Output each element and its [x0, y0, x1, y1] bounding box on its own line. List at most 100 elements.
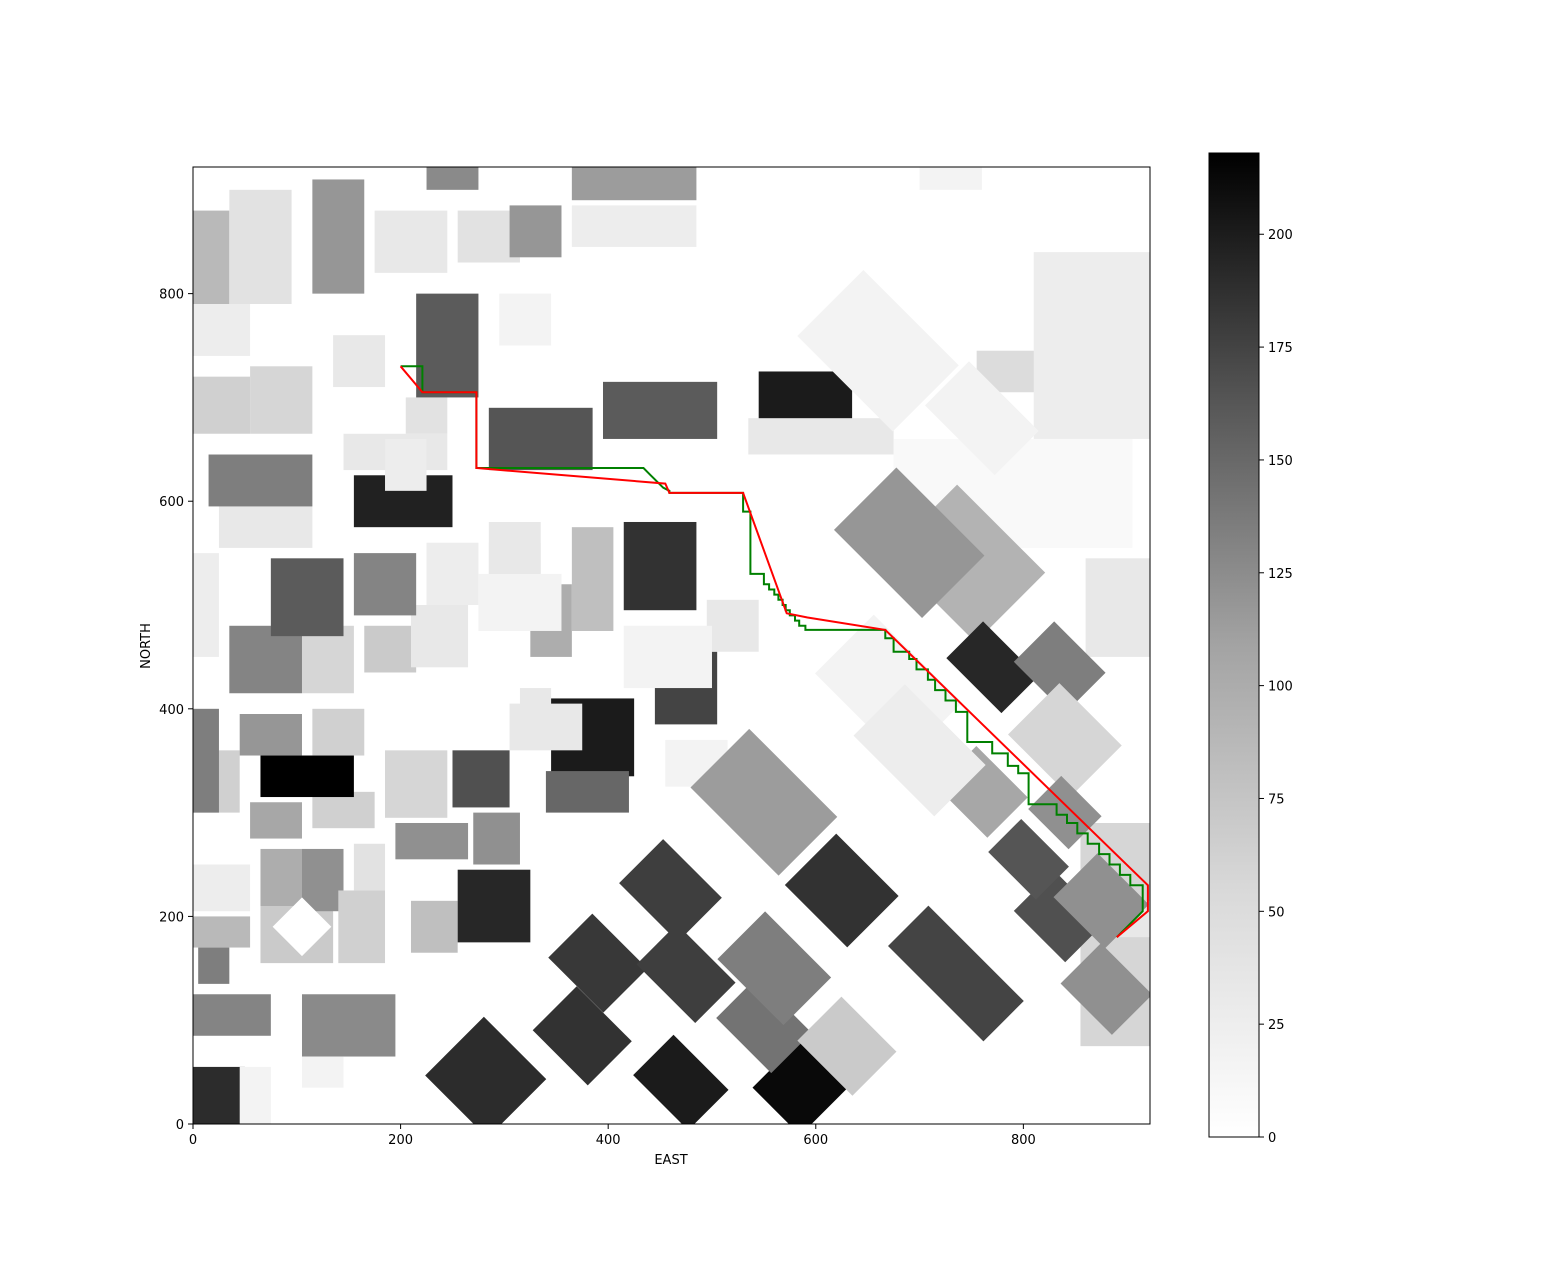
heatmap-cell	[239, 1066, 271, 1124]
heatmap-cell	[198, 947, 230, 984]
heatmap-cell	[452, 750, 510, 808]
colorbar-tick-label: 125	[1268, 567, 1293, 582]
x-tick-label: 600	[803, 1133, 828, 1148]
heatmap-cell	[239, 714, 302, 756]
heatmap-cell	[633, 1034, 729, 1124]
y-tick-label: 0	[176, 1118, 184, 1133]
heatmap-cell	[301, 625, 354, 694]
y-tick-label: 800	[159, 288, 184, 303]
colorbar-tick-label: 150	[1268, 454, 1293, 469]
colorbar-gradient	[1209, 153, 1259, 1137]
heatmap-cell	[748, 418, 894, 455]
heatmap-cell	[636, 923, 736, 1024]
heatmap-cell	[509, 205, 562, 258]
colorbar-tick-label: 75	[1268, 792, 1285, 807]
heatmap-cell	[532, 986, 632, 1086]
y-tick-label: 200	[159, 910, 184, 925]
x-axis: 0 200 400 600 800	[189, 1124, 1036, 1148]
heatmap-cell	[946, 621, 1039, 714]
colorbar-tick-label: 50	[1268, 905, 1285, 920]
colorbar-frame	[1208, 152, 1260, 1138]
heatmap-cell	[193, 1066, 245, 1124]
heatmap-cell	[250, 366, 313, 434]
heatmap-cell	[416, 293, 479, 398]
heatmap-cell	[338, 890, 386, 964]
heatmap-cell	[545, 771, 629, 813]
heatmap-cell	[548, 913, 648, 1013]
x-tick-label: 800	[1011, 1133, 1036, 1148]
y-axis-label: NORTH	[139, 623, 154, 669]
heatmap-cell	[473, 812, 520, 865]
heatmap-cell	[602, 381, 718, 439]
heatmap-cell	[301, 994, 396, 1057]
heatmap-cell	[410, 900, 458, 953]
heatmap-cell	[385, 750, 448, 818]
heatmap-cell	[426, 167, 479, 190]
heatmap-cell	[312, 791, 375, 829]
smoothed-path-line	[399, 365, 1149, 938]
heatmap-cell	[924, 361, 1039, 476]
heatmap-cell	[706, 599, 759, 652]
heatmap-cell	[270, 558, 344, 637]
heatmap-cell	[405, 397, 448, 434]
plot-area	[193, 167, 1150, 1124]
heatmap-cell	[395, 822, 469, 860]
heatmap-cell	[797, 996, 897, 1096]
heatmap-cell	[229, 625, 302, 694]
heatmap-cell	[260, 848, 302, 907]
heatmap-cell	[1028, 775, 1102, 850]
x-axis-label: EAST	[654, 1153, 687, 1168]
heatmap-cell	[478, 573, 562, 631]
heatmap-cell	[1033, 252, 1150, 439]
heatmap-cell	[833, 467, 985, 618]
heatmap-cell	[353, 843, 386, 891]
y-tick-label: 600	[159, 495, 184, 510]
y-tick-label: 400	[159, 703, 184, 718]
heatmap-cell	[1013, 621, 1106, 714]
heatmap-cell	[250, 802, 302, 839]
heatmap-cell	[193, 210, 230, 305]
heatmap-cell	[193, 708, 219, 813]
heatmap-cell	[1085, 558, 1150, 657]
planned-path-line	[400, 365, 1144, 938]
x-tick-label: 200	[388, 1133, 413, 1148]
heatmap-cell	[1060, 943, 1150, 1035]
colorbar: 0 25 50 75 100 125 150 175 200	[1208, 152, 1293, 1146]
heatmap-cell	[571, 167, 697, 201]
plot-frame	[192, 166, 1151, 1125]
heatmap-cell	[426, 542, 479, 606]
buildings-layer	[193, 167, 1150, 1124]
y-axis: 0 200 400 600 800	[159, 288, 193, 1133]
heatmap-cell	[301, 1056, 344, 1088]
heatmap-cell	[193, 304, 251, 356]
colorbar-tick-label: 200	[1268, 228, 1293, 243]
heatmap-cell	[193, 916, 251, 948]
heatmap-cell	[1053, 853, 1149, 949]
heatmap-cell	[690, 728, 838, 876]
heatmap-cell	[425, 1016, 547, 1124]
colorbar-tick-label: 175	[1268, 341, 1293, 356]
heatmap-cell	[353, 553, 417, 616]
heatmap-cell	[488, 521, 541, 574]
heatmap-cell	[193, 994, 271, 1036]
heatmap-cell	[988, 818, 1069, 900]
x-tick-label: 0	[189, 1133, 197, 1148]
heatmap-cell	[509, 703, 583, 751]
heatmap-cell	[716, 977, 812, 1074]
heatmap-cell	[919, 167, 982, 190]
heatmap-cell	[888, 905, 1024, 1042]
colorbar-tick-label: 0	[1268, 1131, 1276, 1146]
heatmap-cell	[374, 210, 448, 273]
heatmap-cell	[784, 833, 899, 948]
heatmap-cell	[193, 864, 251, 912]
heatmap-cell	[333, 335, 386, 388]
heatmap-cell	[717, 911, 832, 1026]
heatmap-cell	[488, 407, 593, 471]
colorbar-tick-label: 100	[1268, 680, 1293, 695]
heatmap-cell	[385, 438, 427, 491]
heatmap-cell	[260, 755, 354, 798]
heatmap-cell	[571, 527, 614, 631]
heatmap-cell	[312, 708, 365, 756]
heatmap-cell	[797, 269, 959, 432]
